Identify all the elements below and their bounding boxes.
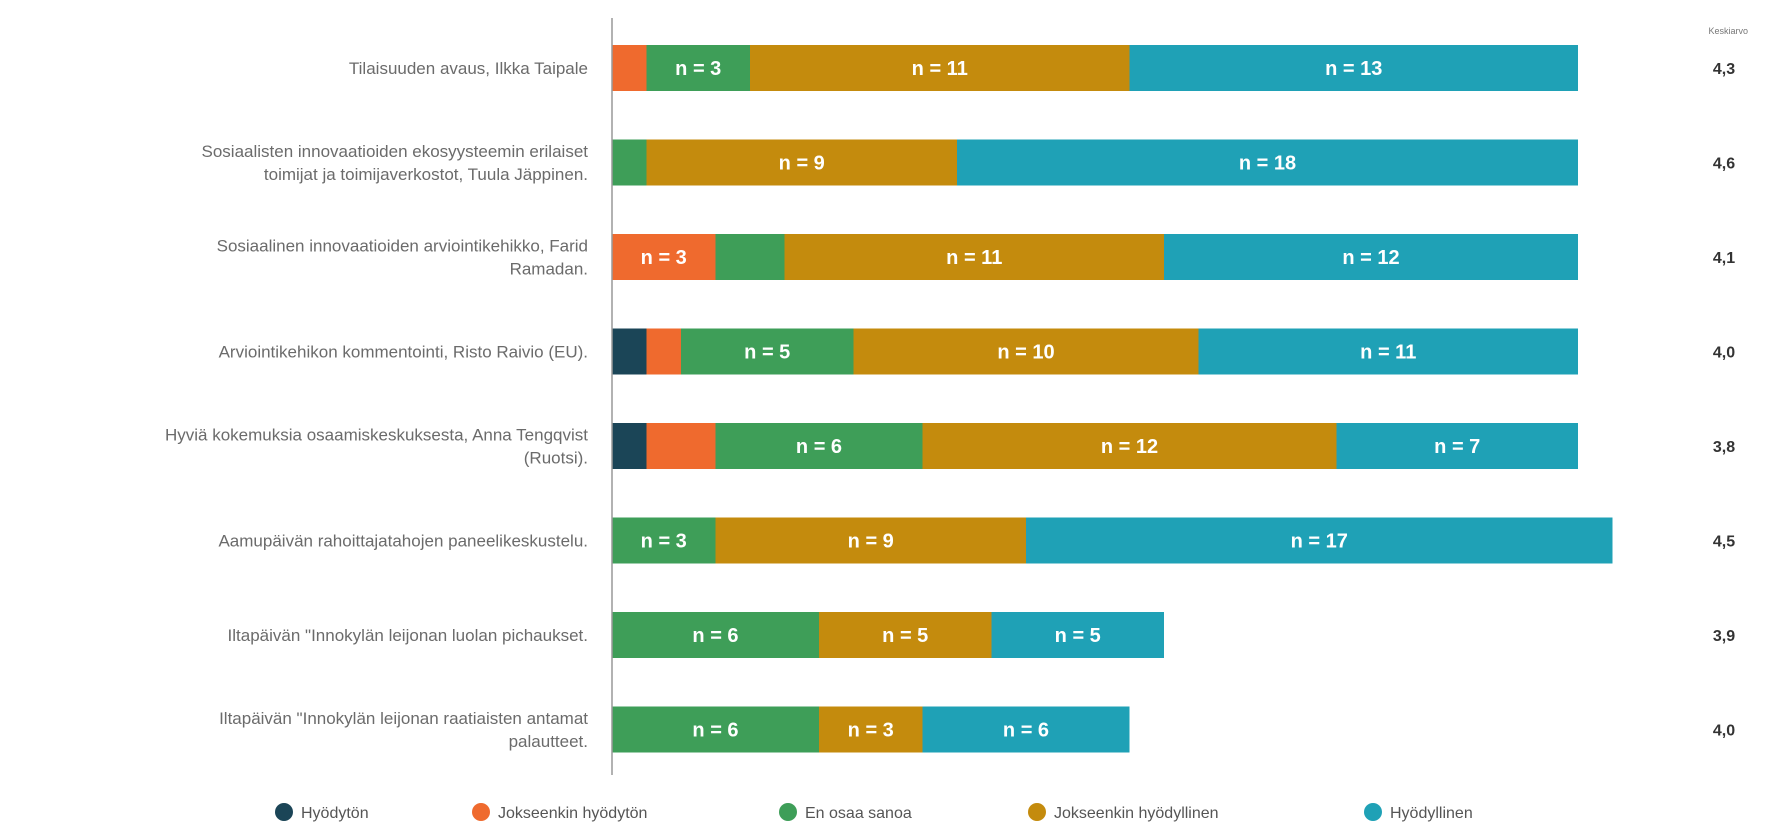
bar-segment [784, 234, 1164, 280]
category-label: Iltapäivän "Innokylän leijonan luolan pi… [228, 626, 588, 645]
bar-data-label: n = 5 [882, 625, 928, 647]
legend: Hyödytön Jokseenkin hyödytön En osaa sanoa… [275, 803, 1473, 822]
mean-value: 4,0 [1713, 723, 1735, 740]
bar-segment [612, 45, 647, 91]
category-label: toimijat ja toimijaverkostot, Tuula Jäpp… [264, 165, 588, 184]
bar-data-label: n = 12 [1101, 436, 1158, 458]
bar-data-label: n = 10 [997, 342, 1054, 364]
bar-data-label: n = 9 [848, 531, 894, 553]
bar-segment [1336, 423, 1578, 469]
mean-value: 4,3 [1713, 61, 1735, 78]
bar-segment [681, 328, 854, 375]
bar-segment [715, 423, 923, 469]
legend-marker [779, 803, 797, 821]
bar-segment [612, 517, 716, 564]
bar-data-label: n = 13 [1325, 58, 1382, 80]
legend-marker [1364, 803, 1382, 821]
category-label: (Ruotsi). [524, 449, 588, 468]
legend-marker [472, 803, 490, 821]
mean-values: Keskiarvo 4,3 4,6 4,1 4,0 3,8 4,5 3,9 4,0 [1708, 26, 1748, 740]
bar-data-label: n = 5 [1055, 625, 1101, 647]
bar-segment [957, 139, 1578, 186]
category-label: Ramadan. [510, 260, 588, 279]
bar-data-label: n = 3 [848, 720, 894, 742]
category-label: Sosiaalinen innovaatioiden arviointikehi… [217, 237, 588, 256]
legend-label: En osaa sanoa [805, 805, 912, 822]
bar-data-label: n = 3 [675, 58, 721, 80]
bar-data-label: n = 6 [692, 720, 738, 742]
bar-segment [1026, 517, 1613, 564]
category-label: Arviointikehikon kommentointi, Risto Rai… [219, 343, 588, 362]
mean-value: 4,6 [1713, 156, 1735, 173]
category-label: Iltapäivän "Innokylän leijonan raatiaist… [219, 709, 588, 728]
category-label: Aamupäivän rahoittajatahojen paneelikesk… [218, 532, 588, 551]
bar-segment [612, 706, 819, 753]
bar-data-label: n = 9 [779, 153, 825, 175]
bar-segment [612, 612, 819, 658]
bar-segment [819, 706, 923, 753]
bar-data-label: n = 11 [912, 58, 968, 80]
bar-data-label: n = 12 [1342, 247, 1399, 269]
mean-value: 3,8 [1713, 439, 1735, 456]
category-label: Hyviä kokemuksia osaamiskeskuksesta, Ann… [165, 426, 588, 445]
bar-segment [646, 328, 681, 375]
bar-segment [612, 423, 647, 469]
bar-data-label: n = 6 [692, 625, 738, 647]
category-label: palautteet. [509, 732, 588, 751]
bar-segment [922, 423, 1337, 469]
bar-segment [646, 139, 957, 186]
bar-segment [991, 612, 1164, 658]
mean-value: 4,5 [1713, 534, 1735, 551]
bar-segment [612, 234, 716, 280]
mean-value: 4,0 [1713, 345, 1735, 362]
bar-segment [1198, 328, 1578, 375]
bar-segment [819, 612, 992, 658]
bar-data-label: n = 18 [1239, 153, 1296, 175]
bar-segment [1129, 45, 1578, 91]
mean-value: 3,9 [1713, 628, 1735, 645]
category-label: Sosiaalisten innovaatioiden ekosyysteemi… [202, 142, 589, 161]
bar-data-label: n = 11 [946, 247, 1002, 269]
category-labels: Tilaisuuden avaus, Ilkka Taipale Sosiaali… [165, 59, 588, 751]
bar-data-label: n = 11 [1360, 342, 1416, 364]
bar-segment [646, 45, 750, 91]
bar-segment [646, 423, 716, 469]
bar-data-label: n = 3 [641, 247, 687, 269]
bar-segment [853, 328, 1199, 375]
legend-label: Hyödytön [301, 805, 369, 822]
bar-data-label: n = 6 [1003, 720, 1049, 742]
bar-segment [750, 45, 1130, 91]
bar-segment [612, 328, 647, 375]
bar-data-label: n = 6 [796, 436, 842, 458]
bar-segment [922, 706, 1130, 753]
bar-segment [1164, 234, 1578, 280]
legend-marker [275, 803, 293, 821]
bar-data-label: n = 7 [1434, 436, 1480, 458]
legend-label: Hyödyllinen [1390, 805, 1473, 822]
bar-segment [715, 234, 785, 280]
bar-data-label: n = 17 [1291, 531, 1348, 553]
bar-segment [715, 517, 1026, 564]
bars-group: n = 3 n = 11 n = 13 n = 9 n = 18 n = 3 n = 11 n… [612, 45, 1613, 753]
legend-marker [1028, 803, 1046, 821]
bar-data-label: n = 3 [641, 531, 687, 553]
bar-segment [612, 139, 647, 186]
mean-header: Keskiarvo [1708, 26, 1748, 36]
legend-label: Jokseenkin hyödytön [498, 805, 647, 822]
legend-label: Jokseenkin hyödyllinen [1054, 805, 1219, 822]
mean-value: 4,1 [1713, 250, 1735, 267]
category-label: Tilaisuuden avaus, Ilkka Taipale [349, 59, 588, 78]
bar-data-label: n = 5 [744, 342, 790, 364]
